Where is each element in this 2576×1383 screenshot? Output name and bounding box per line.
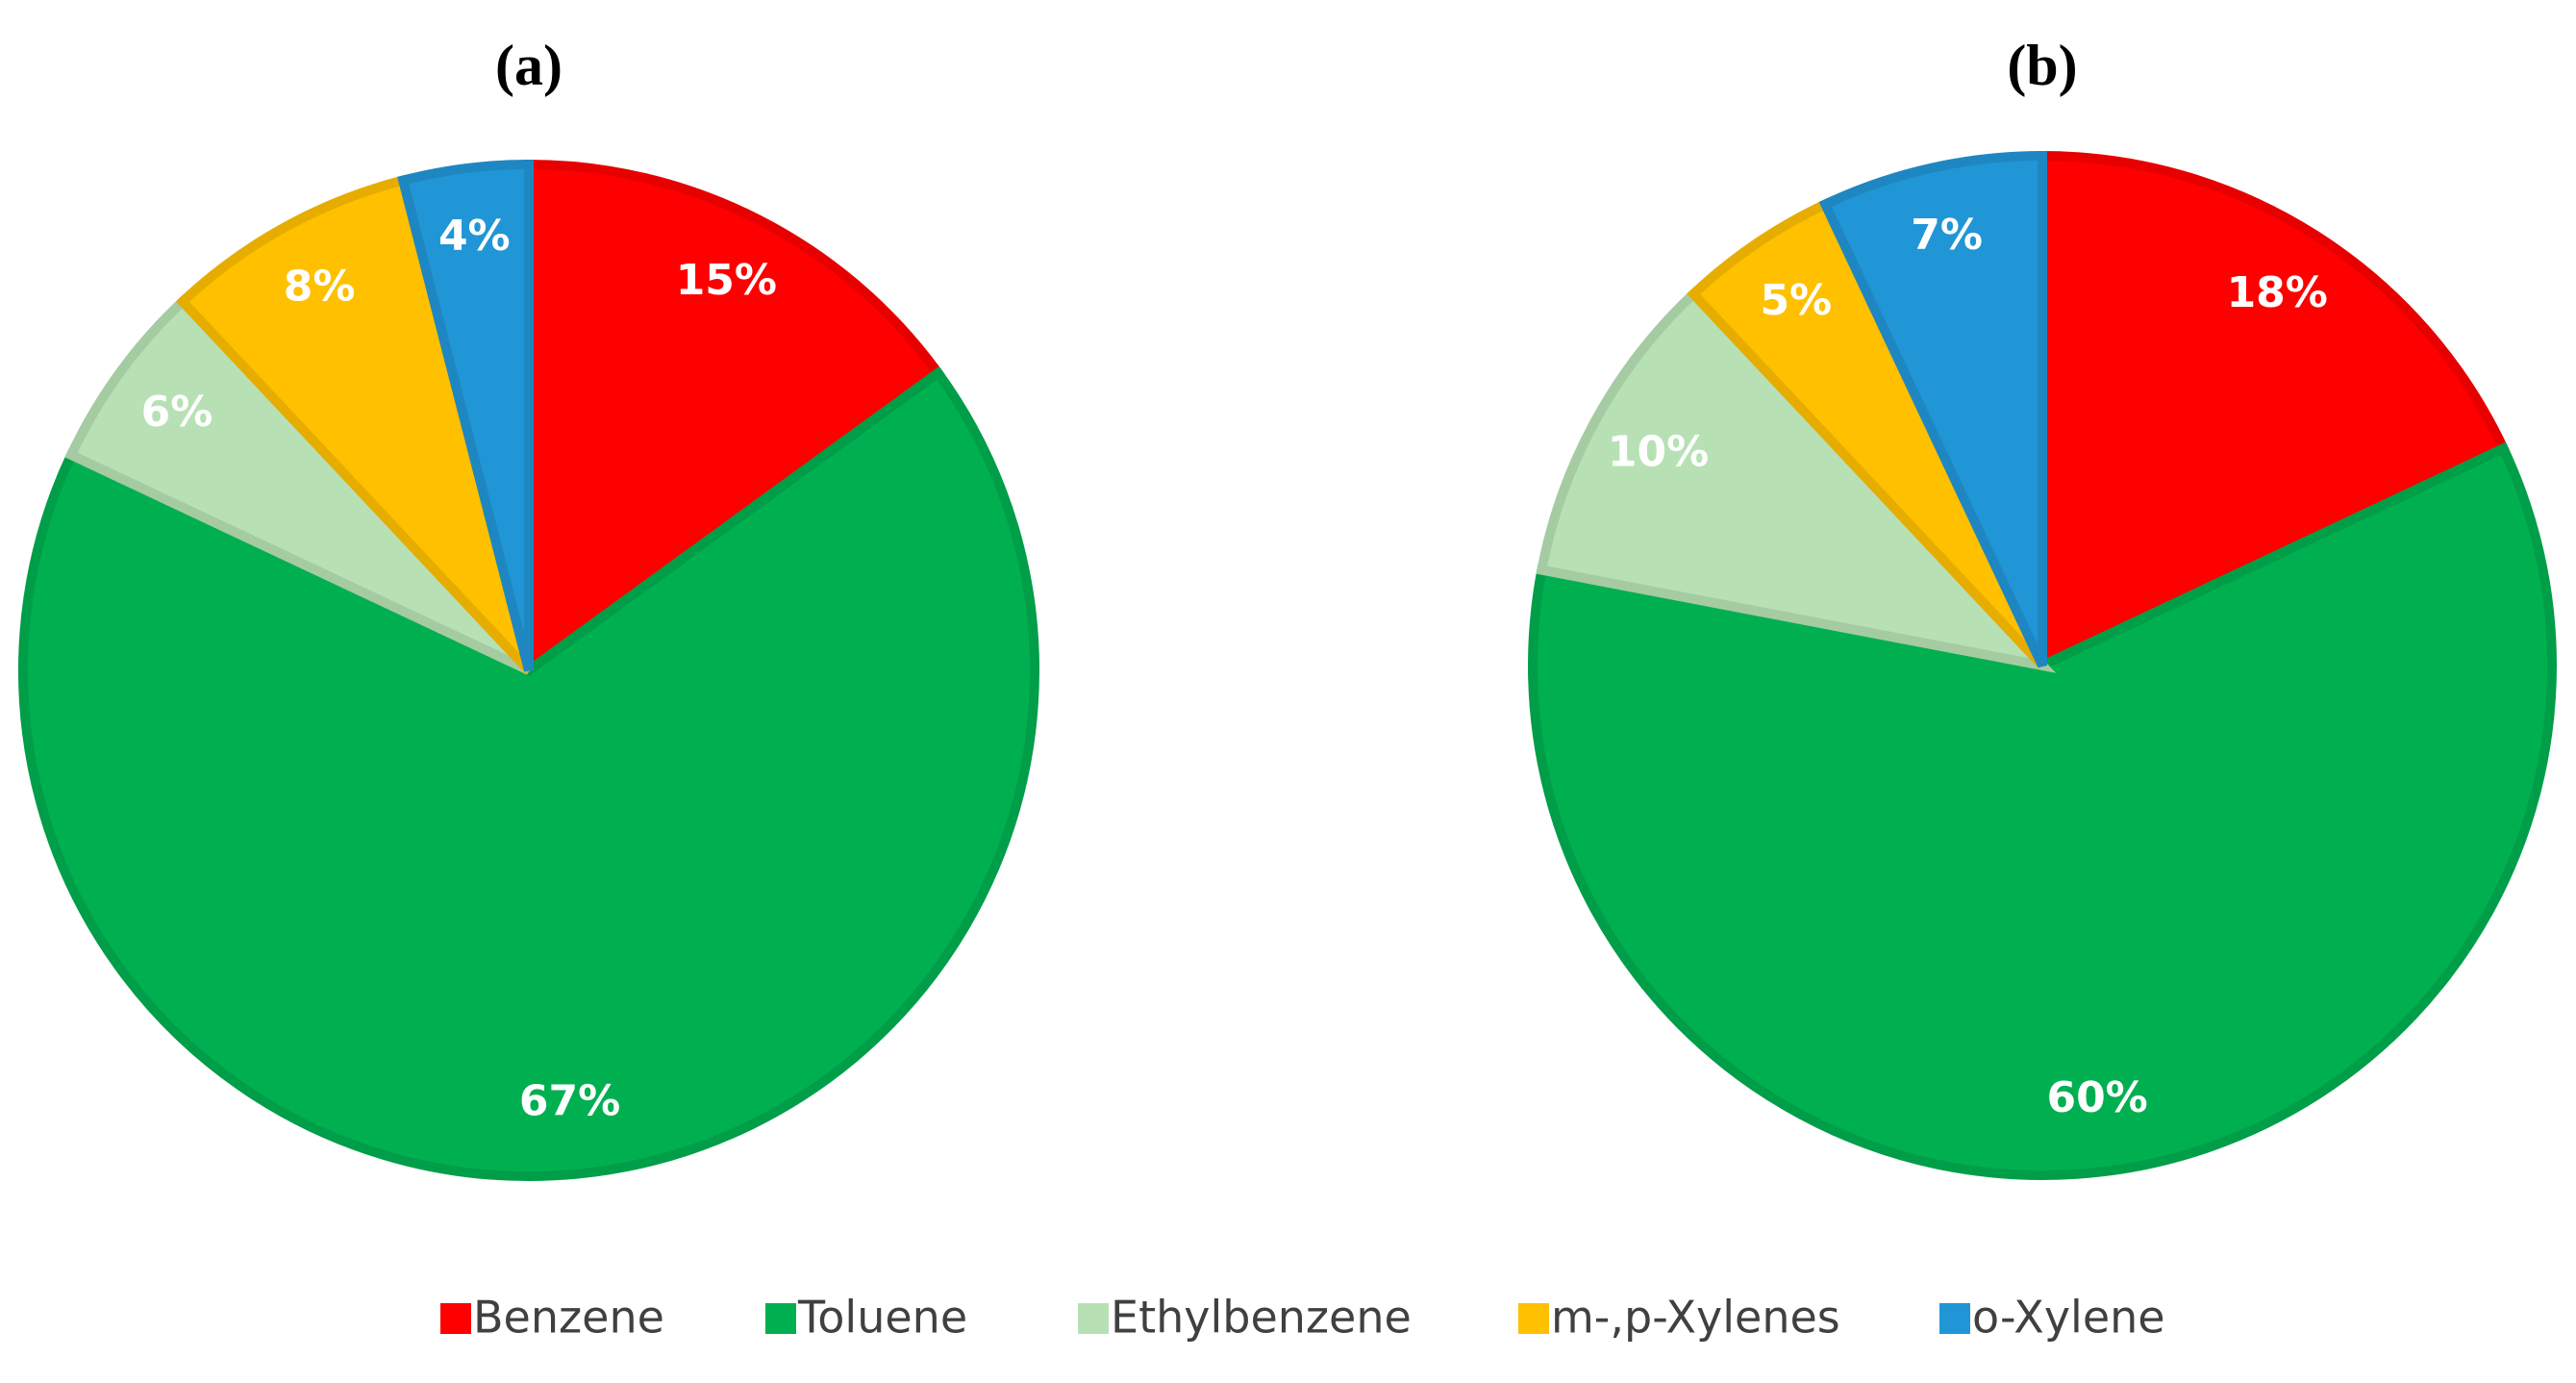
chart-title: (a)	[495, 34, 563, 97]
legend-label: Benzene	[473, 1292, 664, 1344]
legend-swatch	[440, 1303, 471, 1334]
pie-slice	[64, 294, 533, 675]
data-label: 67%	[519, 1076, 620, 1125]
pie-slice	[175, 174, 534, 674]
pie-slice	[1528, 441, 2557, 1181]
data-label: 15%	[676, 256, 777, 305]
data-label: 18%	[2227, 268, 2328, 317]
legend-swatch	[765, 1303, 796, 1334]
data-label: 10%	[1608, 427, 1709, 476]
chart-title: (b)	[2007, 34, 2077, 97]
legend-label: m-,p-Xylenes	[1551, 1292, 1840, 1344]
data-label: 7%	[1911, 211, 1983, 260]
data-label: 4%	[438, 212, 511, 261]
legend-label: o-Xylene	[1972, 1292, 2165, 1344]
pie-slice	[2038, 150, 2511, 673]
legend-label: Toluene	[797, 1292, 967, 1344]
pie-slice	[397, 159, 534, 672]
pie-slice	[524, 159, 945, 680]
data-label: 60%	[2046, 1073, 2147, 1122]
pie-slice	[1536, 287, 2057, 673]
data-label: 8%	[284, 263, 356, 312]
data-label: 5%	[1760, 276, 1832, 325]
legend-label: Ethylbenzene	[1111, 1292, 1412, 1344]
legend-swatch	[1939, 1303, 1970, 1334]
pie-slice	[1818, 150, 2047, 668]
legend-swatch	[1078, 1303, 1109, 1334]
pie-slice	[18, 365, 1039, 1181]
data-label: 6%	[141, 388, 213, 437]
legend-swatch	[1518, 1303, 1549, 1334]
